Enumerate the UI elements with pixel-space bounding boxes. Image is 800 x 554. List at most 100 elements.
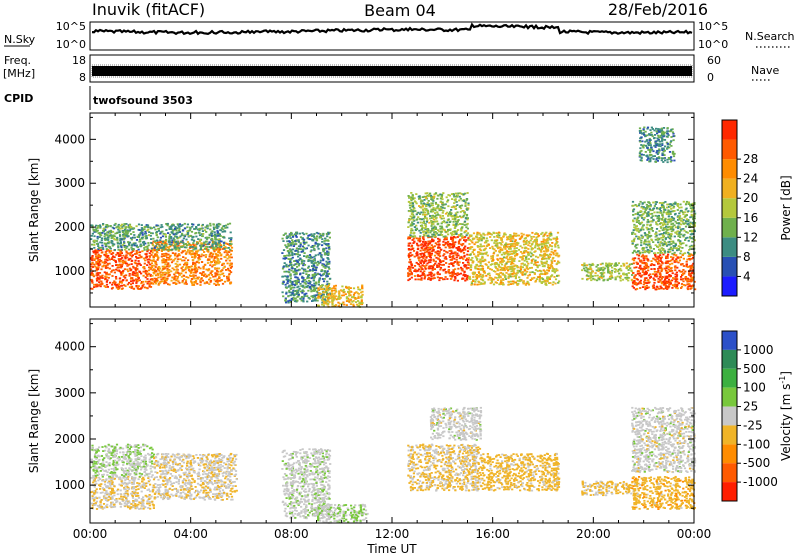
power-cell	[471, 261, 474, 263]
power-cell	[529, 271, 532, 274]
power-cell	[202, 267, 205, 270]
power-cell	[222, 244, 226, 246]
power-cell	[625, 273, 628, 275]
power-cell	[555, 252, 558, 255]
power-cell	[426, 203, 429, 206]
power-cell	[512, 242, 515, 245]
power-cell	[174, 244, 177, 247]
power-cell	[225, 242, 228, 245]
power-cell	[532, 258, 535, 261]
power-cell	[620, 269, 623, 272]
power-cell	[421, 218, 424, 221]
power-cell	[518, 260, 521, 262]
power-cell	[327, 302, 330, 305]
power-cell	[151, 259, 154, 262]
power-cell	[489, 233, 492, 235]
power-cell	[97, 247, 101, 249]
power-cell	[361, 285, 364, 288]
power-cell	[130, 244, 133, 247]
power-cell	[178, 227, 181, 230]
power-cell	[527, 234, 530, 237]
power-cell	[311, 296, 315, 299]
power-cell	[161, 240, 165, 243]
power-cell	[301, 276, 304, 279]
power-cell	[295, 289, 299, 292]
power-cell	[355, 297, 358, 300]
power-cell	[117, 288, 120, 290]
power-cell	[417, 268, 421, 271]
power-cell	[328, 231, 331, 234]
power-cell	[595, 279, 599, 282]
power-cell	[176, 277, 179, 280]
power-cell	[617, 262, 620, 265]
power-cell	[116, 239, 119, 241]
power-cell	[469, 278, 472, 280]
power-cell	[105, 267, 108, 269]
power-cell	[215, 253, 218, 256]
power-cell	[130, 263, 133, 265]
power-cell	[469, 234, 472, 237]
power-cell	[191, 236, 194, 239]
power-cell	[216, 278, 219, 281]
power-cell	[461, 237, 464, 239]
power-cell	[609, 272, 612, 275]
power-cell	[451, 271, 454, 273]
power-cell	[313, 288, 317, 290]
power-cell	[448, 246, 451, 249]
power-cell	[430, 220, 433, 223]
power-cell	[516, 284, 519, 286]
power-cell	[141, 236, 144, 239]
power-cell	[444, 271, 447, 274]
power-cell	[325, 272, 328, 274]
power-cell	[128, 244, 131, 247]
power-cell	[285, 263, 288, 266]
power-cell	[219, 223, 222, 226]
power-cell	[188, 247, 191, 249]
power-cell	[320, 256, 323, 259]
power-cell	[419, 231, 422, 234]
power-cell	[544, 246, 547, 249]
power-cell	[305, 285, 308, 288]
power-cell	[313, 258, 316, 260]
power-cell	[455, 254, 458, 256]
power-cell	[457, 229, 460, 231]
power-cell	[220, 227, 223, 230]
power-cell	[512, 282, 515, 285]
power-cell	[94, 228, 97, 231]
power-cell	[418, 256, 421, 259]
power-cell	[526, 251, 529, 254]
power-cell	[421, 196, 424, 198]
power-cell	[513, 260, 516, 262]
power-cell	[104, 277, 107, 280]
power-cell	[194, 262, 197, 265]
power-cell	[408, 236, 412, 238]
power-cell	[318, 273, 321, 276]
power-cell	[215, 223, 219, 226]
power-cell	[181, 266, 184, 268]
power-cell	[137, 223, 141, 226]
power-cell	[424, 231, 428, 234]
power-cell	[527, 282, 530, 285]
power-cell	[119, 227, 122, 230]
power-cell	[209, 279, 213, 282]
power-cell	[295, 271, 298, 274]
power-cell	[161, 269, 164, 272]
power-cell	[437, 254, 440, 257]
power-cell	[93, 239, 96, 242]
power-cell	[466, 267, 469, 269]
power-cell	[182, 237, 185, 240]
power-cell	[104, 243, 107, 245]
power-cell	[309, 259, 312, 262]
power-cell	[331, 303, 334, 306]
power-cell	[316, 299, 319, 302]
power-cell	[121, 230, 124, 232]
freq-band	[92, 66, 692, 76]
power-cell	[520, 271, 523, 274]
power-cell	[200, 277, 203, 280]
power-cell	[148, 258, 151, 261]
power-cell	[290, 249, 293, 252]
power-cell	[538, 273, 542, 276]
power-cell	[212, 246, 215, 249]
power-cell	[319, 296, 322, 299]
power-cell	[104, 251, 107, 253]
